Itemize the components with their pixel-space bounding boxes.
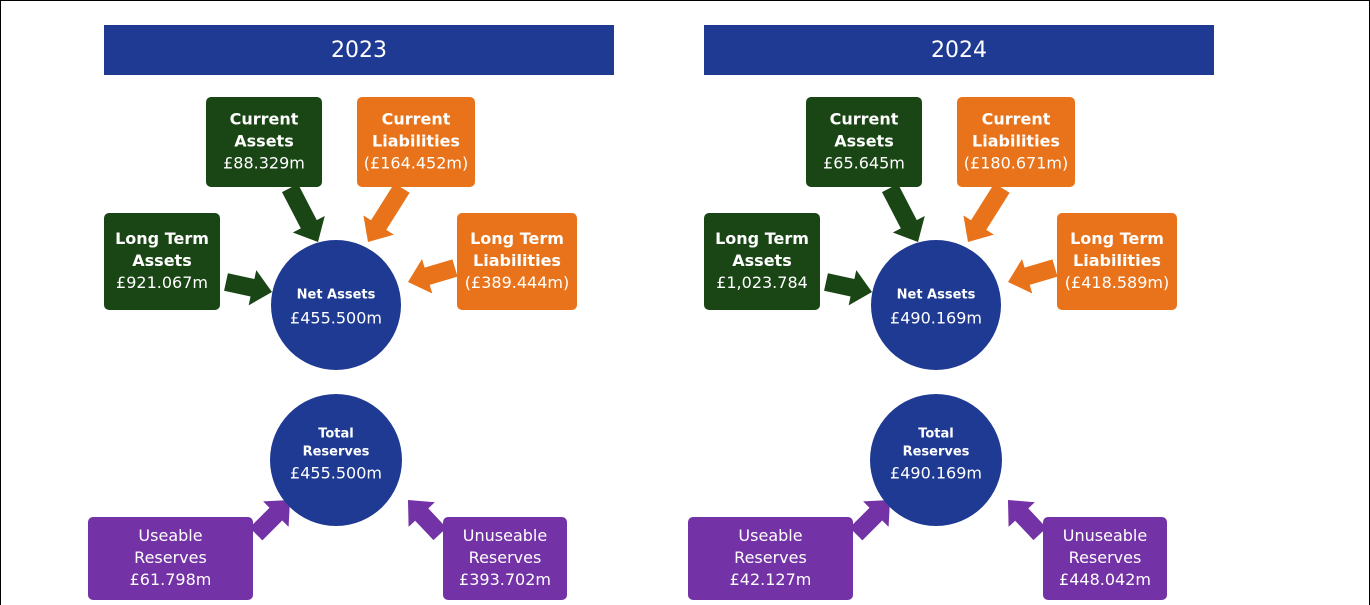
arrow	[882, 183, 925, 242]
box	[704, 213, 820, 310]
box	[806, 97, 922, 187]
box-value: £42.127m	[730, 570, 812, 589]
arrow	[408, 259, 458, 294]
arrow	[1008, 500, 1047, 541]
box-value: £393.702m	[459, 570, 551, 589]
box	[357, 97, 475, 187]
box-label: Liabilities	[1073, 251, 1161, 270]
circle-label: Reserves	[903, 445, 970, 460]
box	[688, 517, 853, 600]
box-label: Long Term	[715, 229, 809, 248]
box-label: Long Term	[115, 229, 209, 248]
arrow	[963, 183, 1010, 242]
box	[104, 213, 220, 310]
box	[88, 517, 253, 600]
arrow	[363, 183, 410, 242]
box-label: Current	[982, 110, 1051, 129]
box-label: Reserves	[469, 548, 542, 567]
box-label: Liabilities	[372, 132, 460, 151]
box	[1057, 213, 1177, 310]
year-header	[704, 25, 1214, 75]
box-label: Reserves	[734, 548, 807, 567]
box-value: £1,023.784	[716, 273, 808, 292]
circle-node	[870, 394, 1002, 526]
box-label: Current	[230, 110, 299, 129]
box-label: Assets	[132, 251, 191, 270]
arrow	[849, 500, 890, 541]
arrow	[408, 500, 447, 541]
box-label: Current	[830, 110, 899, 129]
circle-value: £490.169m	[890, 464, 982, 483]
box-value: (£418.589m)	[1065, 273, 1169, 292]
circle-label: Total	[918, 427, 954, 442]
circle-node	[271, 240, 401, 370]
arrow	[224, 270, 272, 306]
box	[206, 97, 322, 187]
box	[1043, 517, 1167, 600]
year-header	[104, 25, 614, 75]
box-value: £921.067m	[116, 273, 208, 292]
box-label: Reserves	[134, 548, 207, 567]
circle-node	[871, 240, 1001, 370]
box-label: Long Term	[1070, 229, 1164, 248]
circle-label: Reserves	[303, 445, 370, 460]
year-label: 2023	[331, 38, 387, 63]
circle-label: Net Assets	[297, 288, 376, 303]
arrow	[1008, 259, 1058, 294]
box-label: Assets	[732, 251, 791, 270]
circle-label: Net Assets	[897, 288, 976, 303]
box-value: (£164.452m)	[364, 154, 468, 173]
box-value: £88.329m	[223, 154, 305, 173]
box-label: Current	[382, 110, 451, 129]
circle-node	[270, 394, 402, 526]
box-label: Useable	[138, 526, 202, 545]
arrow	[824, 270, 872, 306]
arrow	[249, 500, 290, 541]
box-value: £61.798m	[130, 570, 212, 589]
circle-value: £490.169m	[890, 309, 982, 328]
box	[457, 213, 577, 310]
box-value: £65.645m	[823, 154, 905, 173]
box-label: Liabilities	[972, 132, 1060, 151]
box-label: Assets	[834, 132, 893, 151]
circle-value: £455.500m	[290, 464, 382, 483]
box-value: £448.042m	[1059, 570, 1151, 589]
box-label: Liabilities	[473, 251, 561, 270]
box	[957, 97, 1075, 187]
arrow	[282, 183, 325, 242]
box-value: (£389.444m)	[465, 273, 569, 292]
box-label: Useable	[738, 526, 802, 545]
year-label: 2024	[931, 38, 987, 63]
box-label: Long Term	[470, 229, 564, 248]
box-value: (£180.671m)	[964, 154, 1068, 173]
circle-label: Total	[318, 427, 354, 442]
box-label: Unuseable	[1063, 526, 1147, 545]
box	[443, 517, 567, 600]
box-label: Reserves	[1069, 548, 1142, 567]
box-label: Unuseable	[463, 526, 547, 545]
box-label: Assets	[234, 132, 293, 151]
circle-value: £455.500m	[290, 309, 382, 328]
